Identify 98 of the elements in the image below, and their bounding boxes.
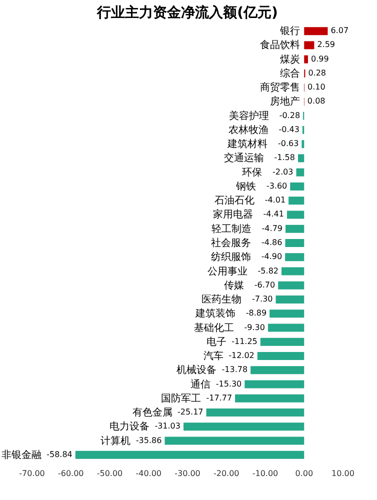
x-tick-label: -60.00 xyxy=(58,469,84,478)
y-tick-label: 医药生物 xyxy=(202,294,242,306)
y-tick-label: 非银金融 xyxy=(1,448,42,461)
y-tick-label: 综合 xyxy=(280,67,300,80)
bar xyxy=(286,224,304,233)
y-tick-label: 机械设备 xyxy=(176,364,217,376)
bar xyxy=(288,196,304,205)
y-tick-label: 通信 xyxy=(190,378,211,390)
data-label: -0.28 xyxy=(279,110,300,120)
bar xyxy=(304,41,314,50)
data-label: -4.01 xyxy=(264,196,286,205)
data-label: -0.43 xyxy=(278,124,300,134)
y-tick-label: 有色金属 xyxy=(132,406,172,419)
y-tick-label: 食品饮料 xyxy=(260,39,300,52)
data-label: -8.89 xyxy=(246,308,267,318)
data-label: -2.03 xyxy=(272,167,294,176)
bar xyxy=(75,450,304,459)
data-label: -3.60 xyxy=(266,181,288,190)
y-tick-label: 美容护理 xyxy=(229,110,270,122)
y-tick-label: 公用事业 xyxy=(208,265,248,278)
bar xyxy=(206,408,304,417)
data-label: 0.28 xyxy=(308,68,326,78)
data-label: -9.30 xyxy=(244,322,265,332)
bar xyxy=(302,140,304,148)
y-tick-label: 社会服务 xyxy=(211,237,252,249)
data-label: -17.77 xyxy=(206,393,232,402)
y-tick-label: 电子 xyxy=(206,336,226,348)
bar xyxy=(290,182,304,190)
y-tick-label: 环保 xyxy=(242,167,262,178)
bar xyxy=(278,281,304,290)
x-tick-label: -30.00 xyxy=(174,469,200,478)
y-tick-label: 电力设备 xyxy=(109,420,150,433)
y-tick-label: 交通运输 xyxy=(224,152,264,164)
data-label: -7.30 xyxy=(252,294,273,304)
data-label: -6.70 xyxy=(254,280,276,290)
chart-title: 行业主力资金净流入额(亿元) xyxy=(96,4,278,21)
data-label: -4.90 xyxy=(261,252,282,262)
data-label: -12.02 xyxy=(228,351,254,360)
bar xyxy=(270,310,304,318)
bar xyxy=(296,168,304,176)
x-tick-label: -50.00 xyxy=(96,469,123,478)
y-tick-label: 轻工制造 xyxy=(212,222,252,235)
y-tick-label: 房地产 xyxy=(270,96,300,108)
data-label: 2.59 xyxy=(317,40,336,50)
y-tick-label: 传媒 xyxy=(224,280,244,292)
bar xyxy=(285,239,304,247)
data-label: -1.58 xyxy=(274,153,295,162)
data-label: -5.82 xyxy=(258,266,278,276)
data-label: -4.79 xyxy=(262,224,283,233)
y-tick-label: 农林牧渔 xyxy=(228,124,268,136)
y-tick-label: 基础化工 xyxy=(194,322,234,334)
bar xyxy=(285,253,304,262)
bar xyxy=(276,296,304,304)
data-label: -4.86 xyxy=(262,238,282,247)
y-tick-label: 国防军工 xyxy=(161,392,202,404)
bar xyxy=(298,154,304,162)
y-tick-label: 家用电器 xyxy=(212,208,253,221)
y-tick-label: 石油石化 xyxy=(214,194,255,207)
x-tick-label: -20.00 xyxy=(213,469,240,478)
x-tick-label: 10.00 xyxy=(332,469,354,478)
y-tick-label: 纺织服饰 xyxy=(211,251,252,264)
x-tick-label: 0.00 xyxy=(295,469,314,478)
bar xyxy=(304,27,328,36)
y-tick-label: 计算机 xyxy=(100,434,131,447)
x-tick-label: -70.00 xyxy=(19,469,45,478)
data-label: -0.63 xyxy=(278,139,299,148)
y-tick-label: 建筑装饰 xyxy=(194,308,236,320)
data-label: -4.41 xyxy=(263,210,284,219)
bar xyxy=(257,352,304,360)
bar xyxy=(235,394,304,402)
data-label: 0.10 xyxy=(308,82,326,92)
data-label: -13.78 xyxy=(222,365,248,374)
bar xyxy=(183,422,304,431)
y-tick-label: 银行 xyxy=(279,26,300,38)
bar xyxy=(164,436,304,445)
data-label: -15.30 xyxy=(216,379,242,388)
data-label: -11.25 xyxy=(232,336,258,346)
data-label: 0.99 xyxy=(310,54,329,64)
bar xyxy=(260,338,304,346)
data-label: -35.86 xyxy=(136,436,162,445)
y-tick-label: 汽车 xyxy=(203,350,224,362)
bar xyxy=(244,380,304,388)
data-label: 6.07 xyxy=(330,26,349,36)
x-tick-label: -10.00 xyxy=(252,469,278,478)
y-tick-label: 商贸零售 xyxy=(260,82,300,94)
y-tick-label: 钢铁 xyxy=(235,180,256,192)
y-tick-label: 煤炭 xyxy=(280,53,300,66)
data-label: -25.17 xyxy=(177,408,204,417)
bar xyxy=(286,210,304,219)
data-label: 0.08 xyxy=(307,96,326,106)
y-tick-label: 建筑材料 xyxy=(226,138,268,150)
bar xyxy=(282,267,304,276)
x-tick-label: -40.00 xyxy=(136,469,162,478)
bar xyxy=(304,55,308,64)
bar xyxy=(250,366,304,374)
data-label: -31.03 xyxy=(154,422,180,431)
data-label: -58.84 xyxy=(46,450,72,459)
bar xyxy=(268,324,304,332)
